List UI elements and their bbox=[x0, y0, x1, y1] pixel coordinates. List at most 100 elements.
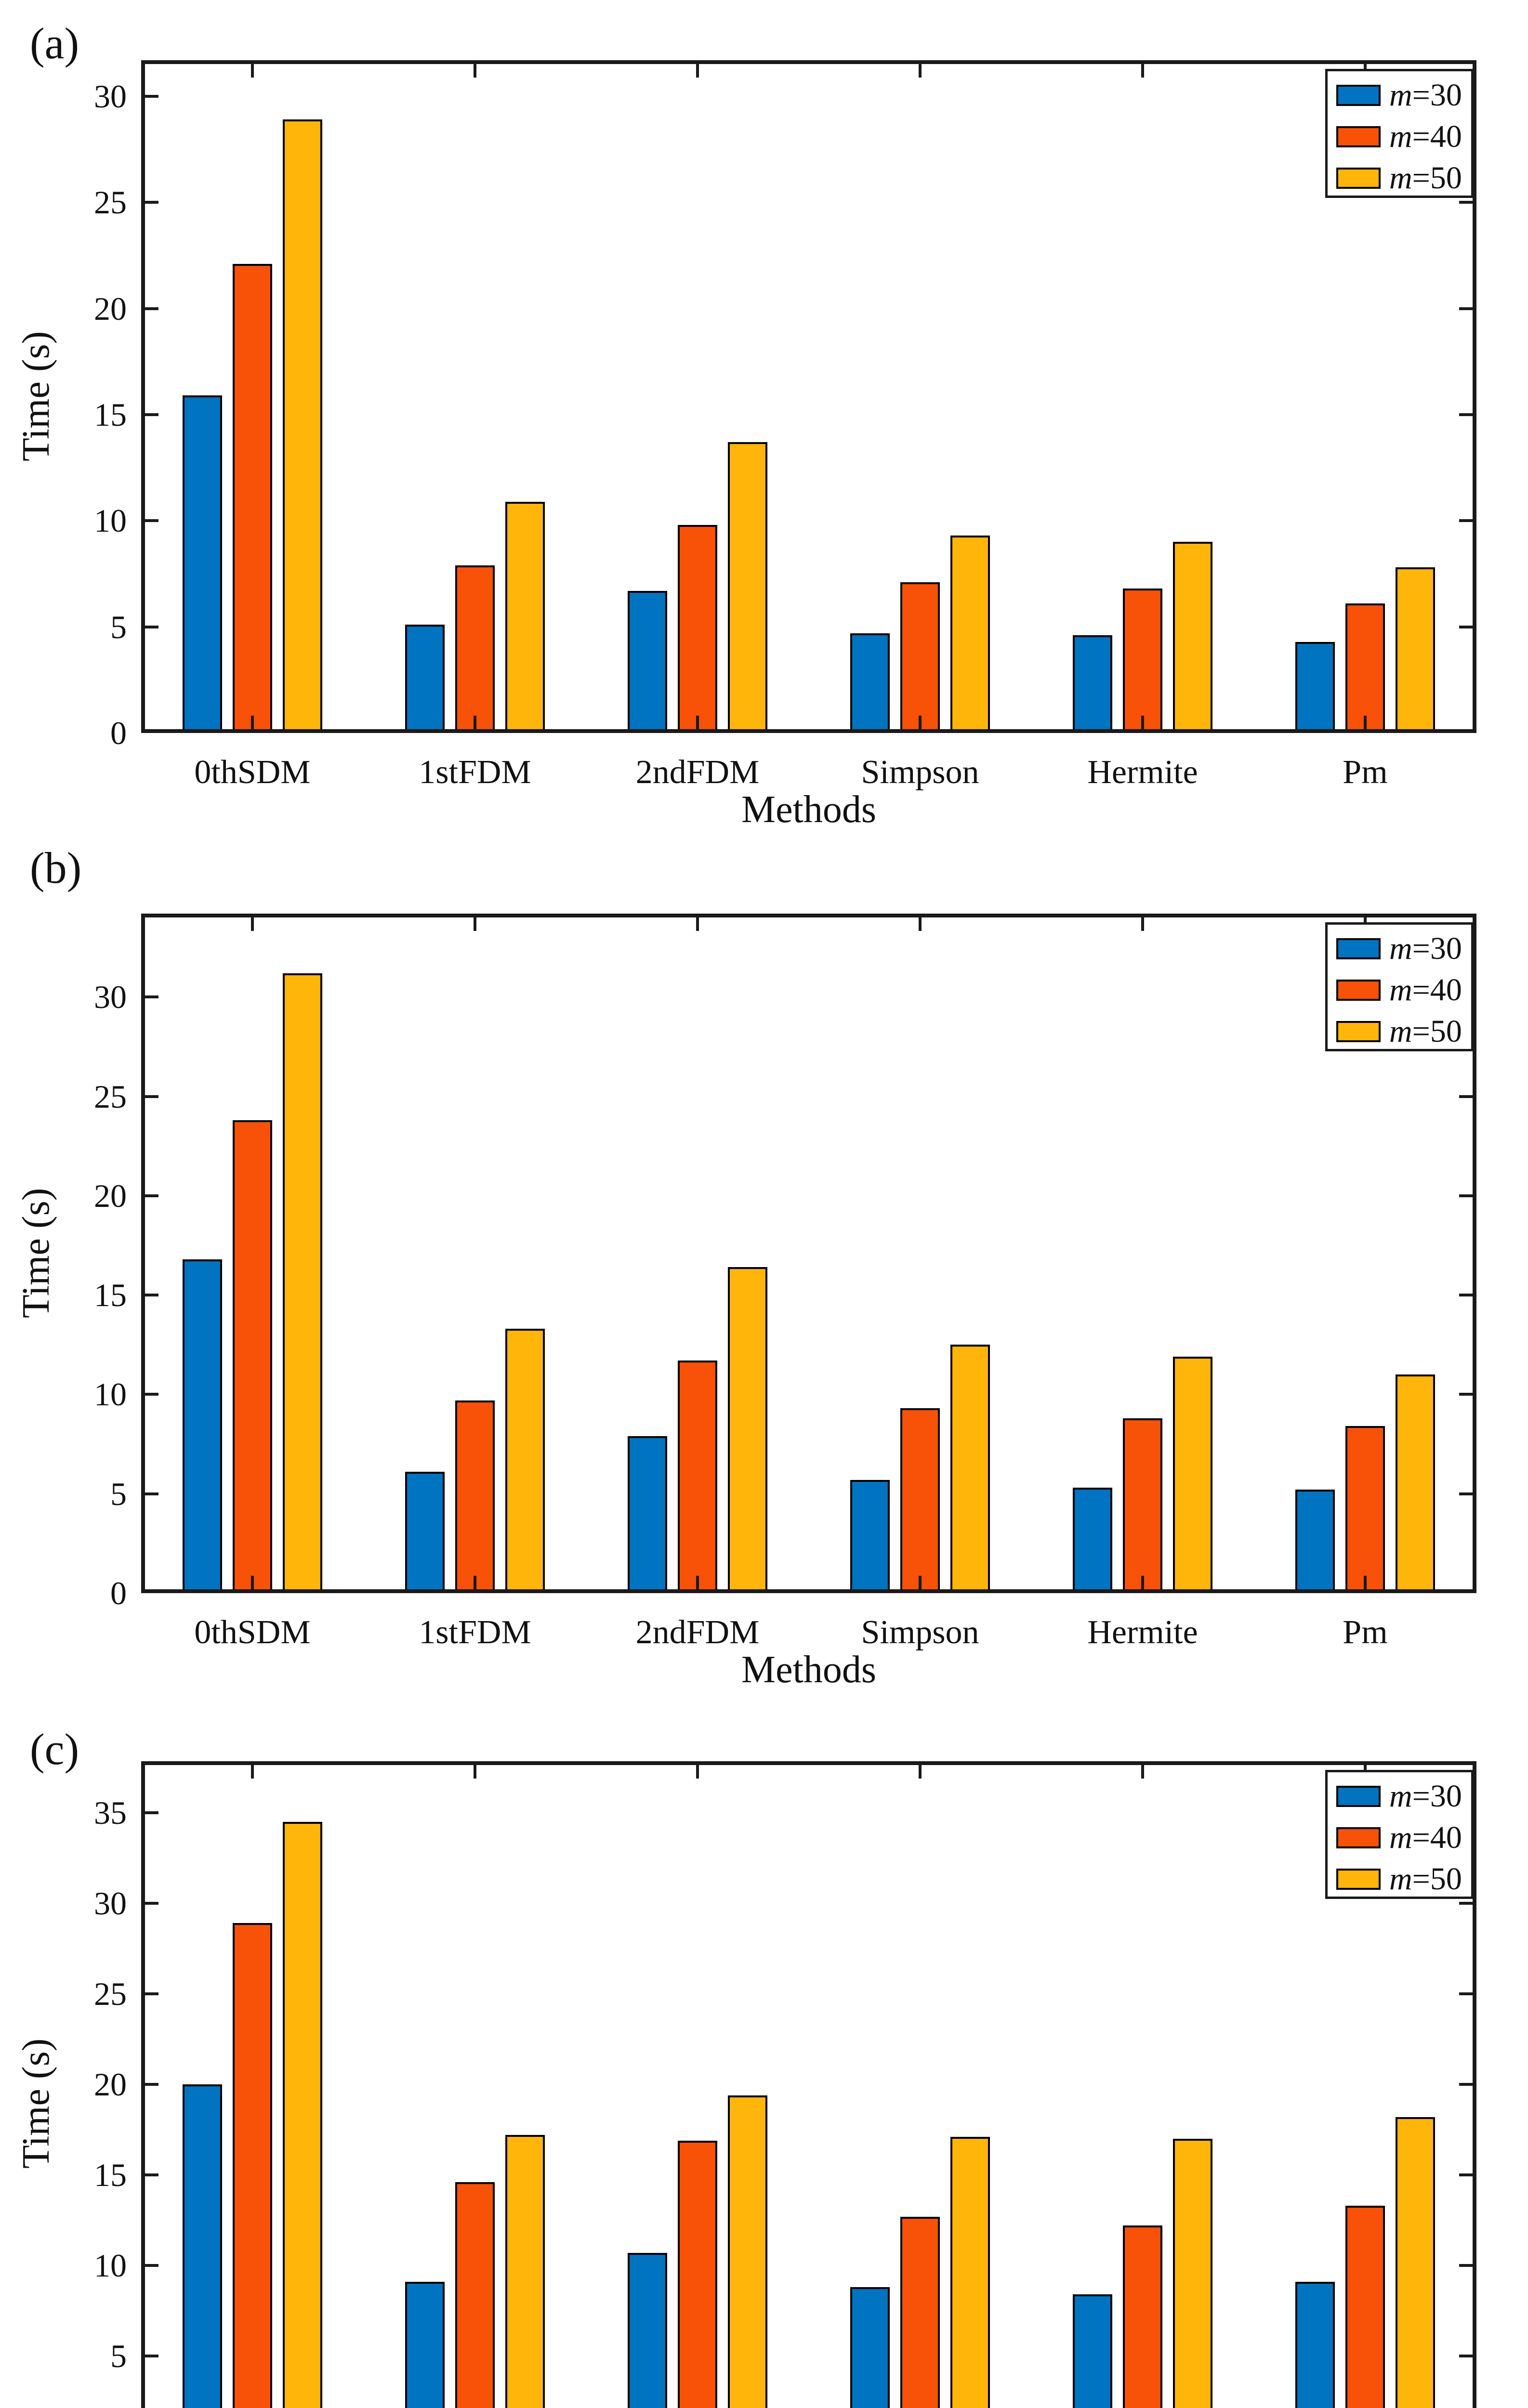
legend-item-m=50: m=50 bbox=[1328, 1014, 1471, 1049]
y-tick-label: 10 bbox=[94, 1376, 127, 1413]
y-tick-right bbox=[1459, 519, 1473, 522]
bar-2ndFDM-m=40 bbox=[678, 2141, 717, 2408]
bar-Pm-m=30 bbox=[1295, 642, 1335, 733]
legend-label-var: m bbox=[1389, 119, 1412, 154]
legend: m=30 m=40 m=50 bbox=[1325, 922, 1474, 1051]
x-tick-bottom bbox=[1364, 1576, 1367, 1589]
bar-2ndFDM-m=50 bbox=[728, 2095, 767, 2408]
y-tick-left bbox=[145, 1492, 158, 1495]
y-tick-right bbox=[1459, 1194, 1473, 1197]
y-tick-left bbox=[145, 519, 158, 522]
y-tick-label: 20 bbox=[94, 2066, 127, 2103]
legend-item-m=40: m=40 bbox=[1328, 973, 1471, 1008]
bar-2ndFDM-m=50 bbox=[728, 442, 767, 733]
x-tick-top bbox=[696, 917, 699, 931]
bar-Hermite-m=40 bbox=[1123, 589, 1162, 733]
y-tick-left bbox=[145, 1902, 158, 1905]
y-tick-label: 10 bbox=[94, 502, 127, 539]
x-tick-bottom bbox=[1364, 716, 1367, 729]
x-tick-top bbox=[474, 1765, 476, 1779]
plot-area-a bbox=[141, 60, 1476, 733]
bar-Simpson-m=40 bbox=[900, 582, 940, 733]
y-tick-label: 5 bbox=[110, 609, 127, 645]
bar-0thSDM-m=50 bbox=[283, 1822, 322, 2408]
legend-label-var: m bbox=[1389, 78, 1412, 113]
x-tick-label-Hermite: Hermite bbox=[1087, 754, 1198, 791]
y-tick-label: 25 bbox=[94, 1976, 127, 2012]
axis-top bbox=[141, 60, 1476, 64]
y-tick-right bbox=[1459, 1393, 1473, 1396]
bar-Hermite-m=40 bbox=[1123, 2225, 1162, 2408]
y-tick-left bbox=[145, 626, 158, 628]
x-tick-top bbox=[919, 64, 922, 78]
bar-0thSDM-m=40 bbox=[233, 264, 272, 733]
legend-label-rest: =40 bbox=[1412, 119, 1462, 154]
legend-label-rest: =30 bbox=[1412, 931, 1462, 966]
bar-0thSDM-m=30 bbox=[183, 1259, 222, 1593]
legend-item-m=30: m=30 bbox=[1328, 78, 1471, 113]
y-tick-left bbox=[145, 2264, 158, 2267]
y-tick-right bbox=[1459, 1811, 1473, 1814]
legend-label-rest: =40 bbox=[1412, 972, 1462, 1008]
bar-0thSDM-m=40 bbox=[233, 1923, 272, 2408]
x-tick-top bbox=[1364, 917, 1367, 931]
bar-1stFDM-m=40 bbox=[455, 1400, 495, 1593]
y-tick-right bbox=[1459, 1992, 1473, 1995]
y-tick-left bbox=[145, 307, 158, 310]
x-tick-top bbox=[1141, 1765, 1144, 1779]
panel-label-b: (b) bbox=[30, 843, 82, 892]
y-tick-label: 10 bbox=[94, 2247, 127, 2284]
bar-Pm-m=40 bbox=[1345, 2206, 1385, 2408]
legend-label-rest: =30 bbox=[1412, 1779, 1462, 1814]
y-tick-right bbox=[1459, 1492, 1473, 1495]
legend-label-m=50: m=50 bbox=[1389, 1014, 1462, 1049]
y-tick-right bbox=[1459, 2173, 1473, 2176]
legend-swatch-m=40 bbox=[1336, 126, 1381, 147]
y-tick-right bbox=[1459, 413, 1473, 416]
y-tick-label: 25 bbox=[94, 184, 127, 221]
bar-Hermite-m=30 bbox=[1073, 635, 1112, 733]
x-tick-label-0thSDM: 0thSDM bbox=[194, 754, 311, 791]
bar-Simpson-m=50 bbox=[950, 2137, 990, 2408]
y-tick-label: 0 bbox=[110, 715, 127, 751]
axis-left bbox=[141, 1761, 145, 2408]
bar-Pm-m=50 bbox=[1396, 567, 1435, 733]
legend-label-m=30: m=30 bbox=[1389, 1779, 1462, 1814]
axis-right bbox=[1473, 60, 1476, 733]
x-tick-top bbox=[251, 1765, 254, 1779]
x-tick-top bbox=[696, 64, 699, 78]
bar-2ndFDM-m=50 bbox=[728, 1267, 767, 1593]
x-tick-label-Simpson: Simpson bbox=[861, 1614, 979, 1651]
bar-1stFDM-m=50 bbox=[505, 1329, 545, 1593]
y-tick-right bbox=[1459, 95, 1473, 98]
x-tick-bottom bbox=[696, 716, 699, 729]
bar-Simpson-m=40 bbox=[900, 1408, 940, 1593]
y-tick-left bbox=[145, 1095, 158, 1098]
y-tick-right bbox=[1459, 201, 1473, 204]
y-tick-label: 35 bbox=[94, 1794, 127, 1831]
legend-label-m=50: m=50 bbox=[1389, 1862, 1462, 1897]
panel-label-c: (c) bbox=[30, 1725, 79, 1774]
y-tick-right bbox=[1459, 626, 1473, 628]
legend-label-var: m bbox=[1389, 1861, 1412, 1897]
bar-Simpson-m=30 bbox=[850, 633, 890, 733]
bar-2ndFDM-m=30 bbox=[628, 591, 667, 733]
legend-label-rest: =50 bbox=[1412, 1014, 1462, 1049]
y-tick-left bbox=[145, 1393, 158, 1396]
legend-swatch-m=40 bbox=[1336, 980, 1381, 1001]
y-tick-label: 25 bbox=[94, 1078, 127, 1115]
x-tick-top bbox=[696, 1765, 699, 1779]
x-tick-bottom bbox=[919, 1576, 922, 1589]
bar-Hermite-m=50 bbox=[1173, 1357, 1212, 1593]
y-tick-label: 20 bbox=[94, 290, 127, 327]
y-tick-right bbox=[1459, 995, 1473, 998]
legend-item-m=30: m=30 bbox=[1328, 931, 1471, 966]
legend-label-m=30: m=30 bbox=[1389, 78, 1462, 113]
bar-Pm-m=40 bbox=[1345, 603, 1385, 733]
legend-label-m=50: m=50 bbox=[1389, 161, 1462, 196]
y-axis-title-c: Time (s) bbox=[15, 2038, 57, 2169]
axis-bottom bbox=[141, 1589, 1476, 1593]
x-tick-top bbox=[474, 64, 476, 78]
